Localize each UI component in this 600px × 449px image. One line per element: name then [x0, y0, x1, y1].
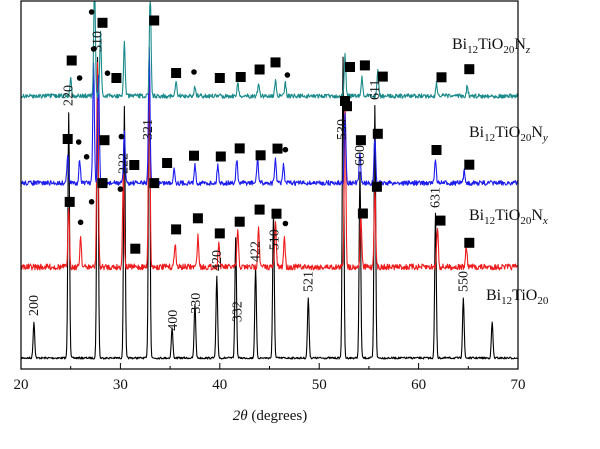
- x-axis-symbol: 2θ: [233, 408, 249, 424]
- marker-circle: [75, 139, 82, 145]
- x-axis-unit: (degrees): [248, 408, 308, 424]
- marker-circle: [90, 46, 97, 52]
- marker-square: [357, 208, 368, 219]
- marker-circle: [117, 186, 124, 192]
- marker-square: [345, 62, 355, 72]
- marker-square: [254, 204, 265, 215]
- marker-square: [99, 135, 110, 146]
- peak-label: 220: [62, 85, 77, 106]
- marker-square: [271, 208, 282, 219]
- marker-square: [254, 64, 265, 75]
- marker-square: [214, 228, 225, 239]
- marker-square: [464, 64, 475, 75]
- peak-labels: 2002203102223214003304203324225105215306…: [27, 31, 471, 331]
- trace-Bi12TiO20Nx: [20, 61, 519, 271]
- marker-square: [64, 196, 75, 207]
- marker-circle: [77, 219, 84, 226]
- phase-markers: [62, 9, 475, 254]
- marker-circle: [76, 75, 83, 81]
- marker-circle: [88, 199, 95, 205]
- peak-label: 510: [268, 229, 283, 250]
- marker-square: [355, 135, 366, 146]
- peak-label: 631: [429, 187, 444, 208]
- marker-square: [130, 243, 141, 254]
- marker-square: [371, 181, 382, 192]
- marker-square: [189, 150, 199, 161]
- marker-square: [149, 15, 160, 26]
- marker-square: [234, 143, 245, 154]
- trace-Bi12TiO20Nz: [20, 1, 519, 99]
- x-tick-label: 70: [511, 377, 526, 393]
- marker-square: [377, 71, 388, 82]
- peak-label: 422: [249, 241, 264, 262]
- x-tick-label: 50: [312, 377, 327, 393]
- marker-square: [359, 60, 370, 71]
- marker-square: [214, 73, 225, 83]
- marker-circle: [118, 133, 125, 140]
- peak-label: 400: [166, 310, 181, 331]
- marker-square: [270, 57, 281, 68]
- series-label-Bi12TiO20Nz: Bi12TiO20Nz: [452, 36, 531, 56]
- peak-label: 420: [210, 250, 225, 271]
- marker-square: [464, 237, 475, 248]
- series-labels: Bi12TiO20Bi12TiO20NxBi12TiO20NyBi12TiO20…: [452, 36, 549, 307]
- marker-square: [431, 145, 442, 155]
- marker-square: [255, 150, 266, 161]
- marker-square: [171, 224, 182, 235]
- marker-square: [342, 101, 352, 112]
- marker-square: [111, 73, 122, 83]
- x-axis-title: 2θ (degrees): [233, 408, 307, 424]
- x-tick-label: 20: [14, 377, 29, 393]
- marker-circle: [88, 9, 95, 15]
- marker-square: [272, 143, 283, 154]
- marker-square: [97, 178, 108, 189]
- xrd-traces: [20, 1, 519, 360]
- marker-circle: [282, 146, 289, 153]
- peak-label: 310: [91, 31, 106, 52]
- peak-label: 330: [189, 293, 204, 314]
- marker-square: [149, 178, 160, 189]
- marker-square: [435, 215, 446, 226]
- marker-square: [234, 216, 245, 227]
- marker-square: [235, 72, 246, 82]
- x-tick-label: 40: [212, 377, 227, 393]
- marker-circle: [282, 220, 289, 227]
- marker-square: [162, 158, 173, 168]
- peak-label: 530: [335, 119, 350, 140]
- peak-label: 222: [116, 153, 131, 174]
- peak-label: 200: [27, 295, 42, 316]
- series-label-Bi12TiO20Ny: Bi12TiO20Ny: [469, 124, 548, 144]
- x-ticks: 20 30 40 50 60 70: [14, 363, 526, 393]
- x-tick-label: 30: [113, 377, 128, 393]
- trace-Bi12TiO20: [20, 56, 519, 360]
- marker-square: [372, 128, 383, 139]
- marker-circle: [191, 69, 197, 75]
- marker-square: [464, 159, 475, 170]
- marker-square: [436, 72, 447, 83]
- peak-label: 550: [456, 271, 471, 292]
- marker-circle: [104, 70, 111, 76]
- marker-square: [192, 213, 203, 224]
- peak-label: 611: [368, 80, 383, 100]
- marker-circle: [284, 72, 291, 78]
- x-tick-label: 60: [411, 377, 426, 393]
- marker-square: [129, 160, 140, 170]
- peak-label: 600: [353, 145, 368, 166]
- marker-square: [97, 17, 108, 28]
- marker-square: [171, 68, 182, 78]
- marker-square: [62, 134, 73, 144]
- peak-label: 321: [141, 119, 156, 140]
- marker-square: [340, 96, 350, 106]
- marker-square: [66, 55, 77, 66]
- peak-label: 521: [301, 271, 316, 292]
- marker-circle: [83, 154, 90, 160]
- marker-square: [215, 151, 226, 162]
- peak-label: 332: [231, 301, 246, 322]
- series-label-Bi12TiO20Nx: Bi12TiO20Nx: [469, 207, 548, 227]
